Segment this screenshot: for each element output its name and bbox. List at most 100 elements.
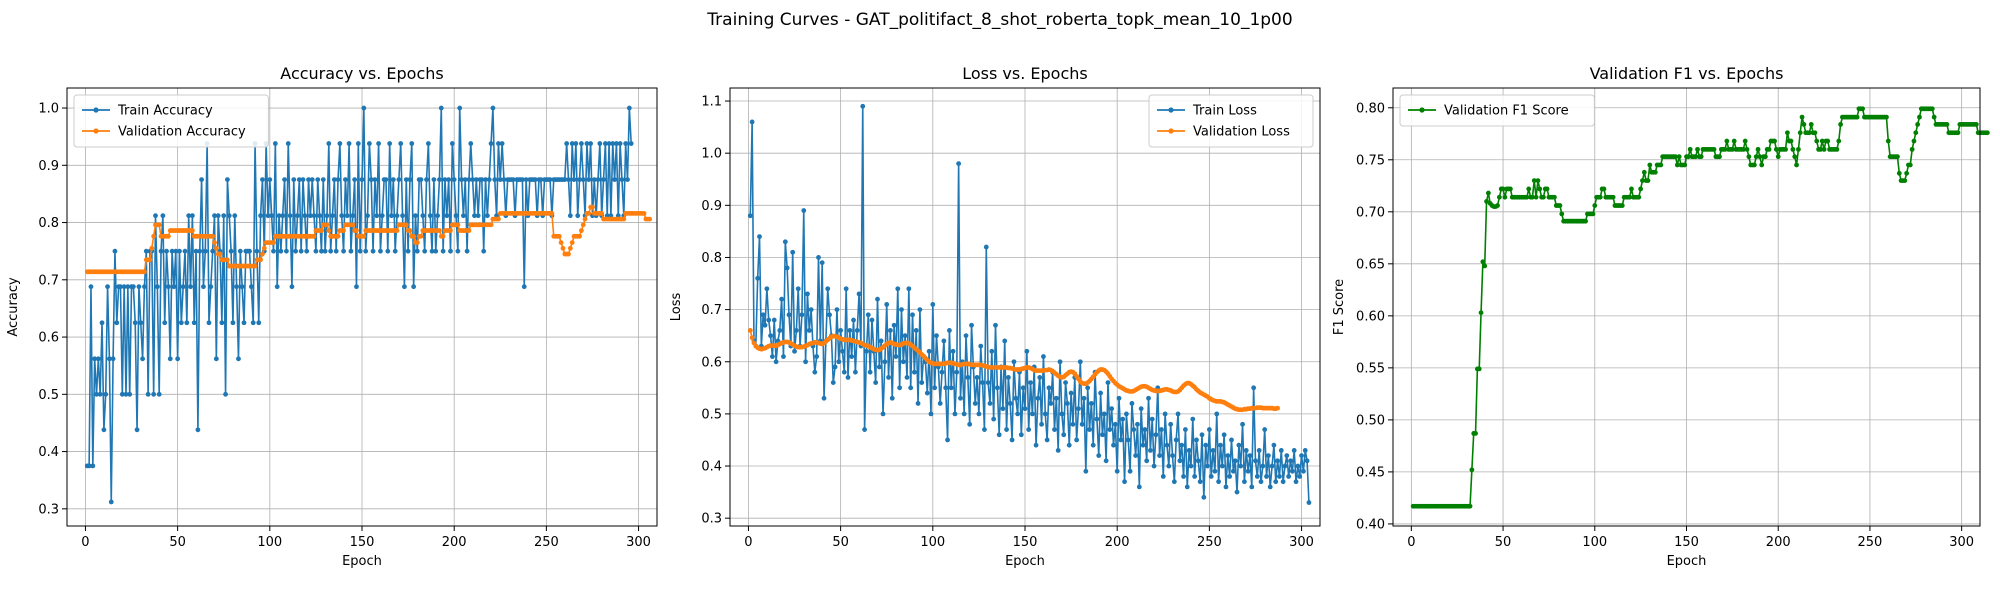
data-point — [1153, 432, 1159, 438]
x-tick-label: 150 — [1674, 535, 1699, 550]
data-point — [1170, 453, 1175, 459]
x-tick-label: 300 — [1289, 535, 1314, 550]
data-point — [641, 210, 647, 216]
data-point — [390, 177, 396, 183]
data-point — [1293, 479, 1299, 485]
data-point — [1063, 380, 1068, 386]
data-point — [1552, 194, 1557, 200]
data-point — [1775, 154, 1781, 160]
data-point — [311, 213, 317, 219]
data-point — [302, 213, 308, 219]
legend-label: Validation F1 Score — [1444, 104, 1569, 119]
data-point — [433, 248, 439, 254]
data-point — [882, 359, 888, 365]
data-point — [1157, 453, 1162, 459]
data-point — [1269, 463, 1275, 469]
data-point — [876, 364, 882, 370]
data-point — [184, 320, 190, 326]
data-point — [1236, 442, 1242, 448]
data-point — [1179, 442, 1185, 448]
series-validation-loss — [747, 328, 1280, 413]
data-point — [1096, 453, 1102, 459]
data-point — [466, 177, 472, 183]
data-point — [492, 177, 498, 183]
data-point — [869, 317, 875, 323]
data-point — [252, 263, 258, 269]
data-point — [1245, 468, 1251, 474]
data-point — [941, 338, 947, 344]
data-point — [1753, 154, 1759, 160]
data-point — [1619, 203, 1625, 208]
data-point — [304, 248, 310, 254]
data-point — [92, 356, 98, 362]
data-point — [773, 359, 779, 365]
data-point — [191, 320, 197, 326]
data-point — [889, 395, 895, 401]
data-point — [156, 222, 162, 228]
data-point — [1476, 366, 1482, 372]
data-point — [272, 141, 278, 146]
data-point — [1541, 194, 1546, 200]
data-point — [1278, 447, 1284, 453]
x-tick-label: 150 — [350, 535, 375, 550]
data-point — [983, 244, 989, 250]
data-point — [1485, 190, 1491, 196]
data-point — [166, 233, 171, 239]
x-tick-label: 250 — [1197, 535, 1222, 550]
data-point — [784, 265, 790, 271]
data-point — [1524, 194, 1530, 200]
y-tick-label: 0.7 — [701, 303, 722, 318]
data-point — [556, 233, 562, 239]
y-tick-label: 0.5 — [38, 388, 59, 403]
data-point — [1251, 385, 1257, 391]
data-point — [1118, 437, 1124, 443]
data-point — [1478, 310, 1484, 316]
legend-label: Train Loss — [1192, 104, 1257, 119]
data-point — [466, 228, 472, 233]
data-point — [1039, 421, 1044, 427]
legend: Validation F1 Score — [1399, 94, 1595, 127]
data-point — [1885, 138, 1891, 144]
legend-box — [73, 94, 269, 148]
data-point — [588, 141, 594, 146]
chart-panels: 0 50 100 150 200 250 300 0.3 0.4 0.5 0.6 0.7 0.8 0.9 1… — [6, 64, 1990, 569]
data-point — [567, 213, 573, 219]
x-tick-label: 50 — [1495, 535, 1512, 550]
data-point — [319, 248, 324, 254]
data-point — [407, 228, 413, 233]
data-point — [897, 385, 903, 391]
data-point — [403, 177, 409, 183]
data-point — [484, 213, 490, 219]
data-point — [1098, 390, 1103, 396]
data-point — [368, 177, 374, 183]
data-point — [221, 213, 227, 219]
data-point — [1682, 162, 1688, 168]
x-tick-label: 150 — [1013, 535, 1038, 550]
y-tick-label: 0.6 — [38, 331, 59, 346]
data-point — [928, 411, 934, 417]
data-point — [1291, 447, 1297, 453]
data-point — [383, 177, 389, 183]
data-point — [169, 248, 175, 254]
legend-label: Train Accuracy — [117, 104, 213, 119]
data-point — [626, 105, 632, 111]
data-point — [597, 141, 603, 146]
data-point — [952, 411, 958, 417]
data-point — [1197, 479, 1203, 485]
data-point — [956, 161, 962, 167]
data-point — [387, 141, 393, 146]
data-point — [1112, 421, 1118, 427]
data-point — [1066, 442, 1072, 448]
data-point — [213, 245, 219, 251]
data-point — [206, 320, 212, 326]
data-point — [1610, 194, 1616, 200]
data-point — [99, 320, 105, 326]
x-axis-label: Epoch — [1667, 554, 1707, 569]
data-point — [1744, 146, 1750, 152]
data-point — [1973, 122, 1979, 127]
data-point — [149, 245, 155, 251]
data-point — [1079, 421, 1085, 427]
data-point — [324, 222, 330, 228]
data-point — [851, 317, 856, 323]
data-point — [617, 141, 623, 146]
